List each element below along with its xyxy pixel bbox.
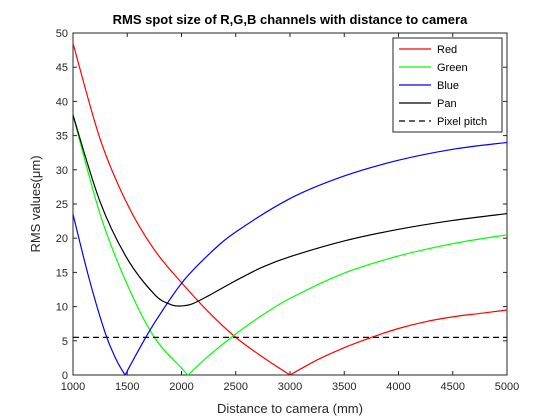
x-tick-label: 2000 bbox=[169, 381, 193, 393]
y-tick-label: 50 bbox=[56, 28, 68, 40]
legend-label-pixel-pitch: Pixel pitch bbox=[437, 116, 487, 128]
y-tick-label: 40 bbox=[56, 96, 68, 108]
legend-label-green: Green bbox=[437, 62, 468, 74]
x-tick-label: 1000 bbox=[61, 381, 85, 393]
y-tick-label: 5 bbox=[62, 336, 68, 348]
legend-label-pan: Pan bbox=[437, 98, 457, 110]
series-line-red bbox=[72, 43, 508, 376]
x-tick-label: 3500 bbox=[332, 381, 356, 393]
legend: Red Green Blue Pan Pixel pitch bbox=[392, 37, 503, 133]
series-layer bbox=[72, 43, 508, 376]
y-tick-label: 45 bbox=[56, 62, 68, 74]
x-tick-label: 1500 bbox=[115, 381, 139, 393]
legend-label-blue: Blue bbox=[437, 80, 459, 92]
y-tick-label: 10 bbox=[56, 302, 68, 314]
series-line-green bbox=[72, 114, 508, 376]
ticks-layer: 1000 1500 2000 2500 3000 3500 4000 4500 5000 0 5 10… bbox=[56, 28, 519, 393]
series-line-pan bbox=[72, 114, 508, 307]
x-tick-label: 4500 bbox=[441, 381, 465, 393]
y-tick-label: 0 bbox=[62, 370, 68, 382]
y-tick-label: 15 bbox=[56, 267, 68, 279]
y-axis-label: RMS values(μm) bbox=[28, 155, 43, 252]
x-axis-label: Distance to camera (mm) bbox=[217, 401, 363, 416]
x-tick-label: 2500 bbox=[224, 381, 248, 393]
x-tick-label: 5000 bbox=[495, 381, 519, 393]
y-tick-label: 35 bbox=[56, 131, 68, 143]
series-line-blue bbox=[72, 141, 508, 376]
x-tick-label: 3000 bbox=[278, 381, 302, 393]
x-tick-label: 4000 bbox=[386, 381, 410, 393]
legend-label-red: Red bbox=[437, 44, 457, 56]
y-tick-label: 25 bbox=[56, 199, 68, 211]
y-tick-label: 20 bbox=[56, 233, 68, 245]
chart-title: RMS spot size of R,G,B channels with dis… bbox=[113, 12, 468, 27]
y-tick-label: 30 bbox=[56, 165, 68, 177]
